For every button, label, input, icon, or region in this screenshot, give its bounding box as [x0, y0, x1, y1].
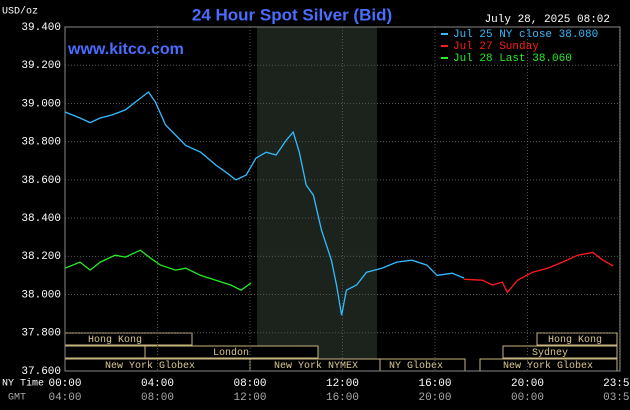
x-tick-label-gmt: 00:00 [511, 392, 544, 404]
x-row-label: GMT [8, 393, 26, 404]
y-tick-label: 38.800 [21, 137, 61, 149]
session-box [64, 345, 146, 359]
x-tick-label-gmt: 04:00 [48, 392, 81, 404]
nymex-shade [257, 27, 377, 371]
plot-frame [64, 26, 621, 372]
x-tick-label: 16:00 [418, 378, 451, 390]
session-box [144, 345, 319, 359]
x-tick-label: 08:00 [233, 378, 266, 390]
session-box [502, 345, 618, 359]
x-tick-label-gmt: 08:00 [141, 392, 174, 404]
x-tick-label-gmt: 03:59 [603, 392, 630, 404]
x-tick-label-gmt: 12:00 [233, 392, 266, 404]
unit-label: USD/oz [2, 6, 38, 18]
timestamp: July 28, 2025 08:02 [485, 14, 610, 26]
price-line [464, 251, 614, 294]
y-tick-label: 37.600 [21, 366, 61, 378]
session-label: London [213, 347, 249, 359]
y-tick-label: 38.600 [21, 175, 61, 187]
session-label: Hong Kong [88, 335, 142, 346]
session-label: Sydney [532, 347, 568, 359]
session-label: New York Globex [503, 360, 593, 372]
x-row-label: NY Time [2, 378, 44, 390]
x-tick-label: 00:00 [48, 378, 81, 390]
x-tick-label: 23:59 [603, 378, 630, 390]
chart-title: 24 Hour Spot Silver (Bid) [192, 5, 392, 24]
session-label: NY Globex [389, 360, 443, 372]
session-label: New York Globex [105, 360, 195, 372]
y-tick-label: 38.200 [21, 251, 61, 263]
x-tick-label-gmt: 16:00 [326, 392, 359, 404]
session-box [536, 332, 618, 346]
y-tick-label: 38.000 [21, 289, 61, 301]
x-tick-label: 20:00 [511, 378, 544, 390]
y-tick-label: 39.400 [21, 22, 61, 34]
session-label: New York NYMEX [274, 360, 358, 372]
brand: www.kitco.com [67, 41, 184, 58]
x-tick-label-gmt: 20:00 [418, 392, 451, 404]
price-line [64, 91, 465, 316]
y-tick-label: 39.000 [21, 98, 61, 110]
session-label: Hong Kong [548, 335, 602, 346]
legend-label: Jul 27 Sunday [453, 41, 539, 53]
y-tick-label: 38.400 [21, 213, 61, 225]
x-tick-label: 12:00 [326, 378, 359, 390]
y-tick-label: 37.800 [21, 328, 61, 340]
x-tick-label: 04:00 [141, 378, 174, 390]
y-tick-label: 39.200 [21, 60, 61, 72]
price-line [64, 249, 252, 291]
legend-label: Jul 25 NY close 38.080 [453, 29, 598, 41]
legend-label: Jul 28 Last 38.060 [453, 53, 572, 65]
